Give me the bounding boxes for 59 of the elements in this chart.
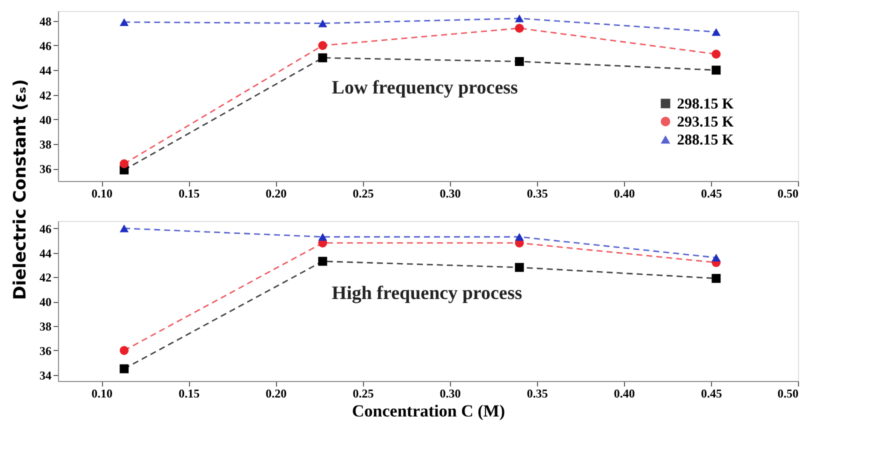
x-tick-label: 0.35	[526, 186, 548, 200]
x-tick-label: 0.20	[266, 386, 287, 400]
x-tick-label: 0.40	[614, 386, 635, 400]
y-tick-label: 44	[40, 246, 52, 260]
x-tick-label: 0.10	[92, 186, 113, 200]
point	[318, 233, 328, 241]
point	[318, 41, 328, 50]
x-axis-title: Concentration C (M)	[352, 402, 505, 420]
x-tick-label: 0.50	[778, 386, 798, 400]
y-tick-label: 36	[40, 162, 52, 176]
y-tick-label: 46	[40, 222, 52, 236]
point	[514, 57, 524, 66]
x-tick-label: 0.45	[700, 386, 722, 400]
y-tick-label: 42	[40, 270, 52, 285]
y-tick-label: 46	[40, 38, 52, 53]
legend-label: 288.15 K	[677, 132, 734, 148]
y-tick-label: 44	[40, 64, 52, 78]
point	[712, 274, 721, 283]
legend-label: 298.15 K	[677, 96, 734, 112]
point	[514, 233, 524, 241]
point	[318, 256, 328, 266]
x-tick-label: 0.40	[614, 186, 635, 200]
y-tick-label: 40	[40, 295, 52, 310]
x-tick-label: 0.15	[178, 386, 200, 400]
point	[120, 224, 129, 232]
y-tick-label: 42	[40, 88, 52, 102]
y-tick-label: 38	[40, 320, 52, 334]
y-tick-label: 36	[40, 344, 52, 358]
point	[120, 159, 129, 168]
x-tick-label: 0.30	[440, 386, 461, 400]
y-tick-label: 40	[40, 112, 52, 127]
y-axis-title: Dielectric Constant (εₛ)	[10, 79, 30, 300]
point	[712, 50, 721, 59]
point	[514, 262, 524, 272]
x-tick-label: 0.35	[526, 386, 548, 400]
y-tick-label: 48	[40, 14, 52, 28]
legend-label: 293.15 K	[677, 114, 734, 130]
point	[712, 66, 721, 75]
y-tick-label: 38	[40, 138, 52, 152]
x-tick-label: 0.50	[778, 186, 798, 200]
point	[120, 18, 129, 26]
x-tick-label: 0.45	[700, 186, 722, 200]
annotation: Low frequency process	[332, 78, 518, 98]
point	[318, 53, 328, 62]
point	[514, 24, 524, 33]
x-tick-label: 0.20	[266, 186, 287, 200]
x-tick-label: 0.15	[178, 186, 200, 200]
annotation: High frequency process	[332, 283, 522, 304]
x-tick-label: 0.25	[352, 386, 374, 400]
point	[318, 19, 328, 28]
point	[120, 346, 129, 355]
x-tick-label: 0.25	[352, 186, 374, 200]
point	[712, 28, 721, 36]
point	[120, 364, 129, 374]
point	[712, 254, 721, 262]
x-tick-label: 0.30	[440, 186, 461, 200]
point	[514, 14, 524, 22]
y-tick-label: 34	[40, 368, 52, 382]
x-tick-label: 0.10	[92, 386, 113, 400]
